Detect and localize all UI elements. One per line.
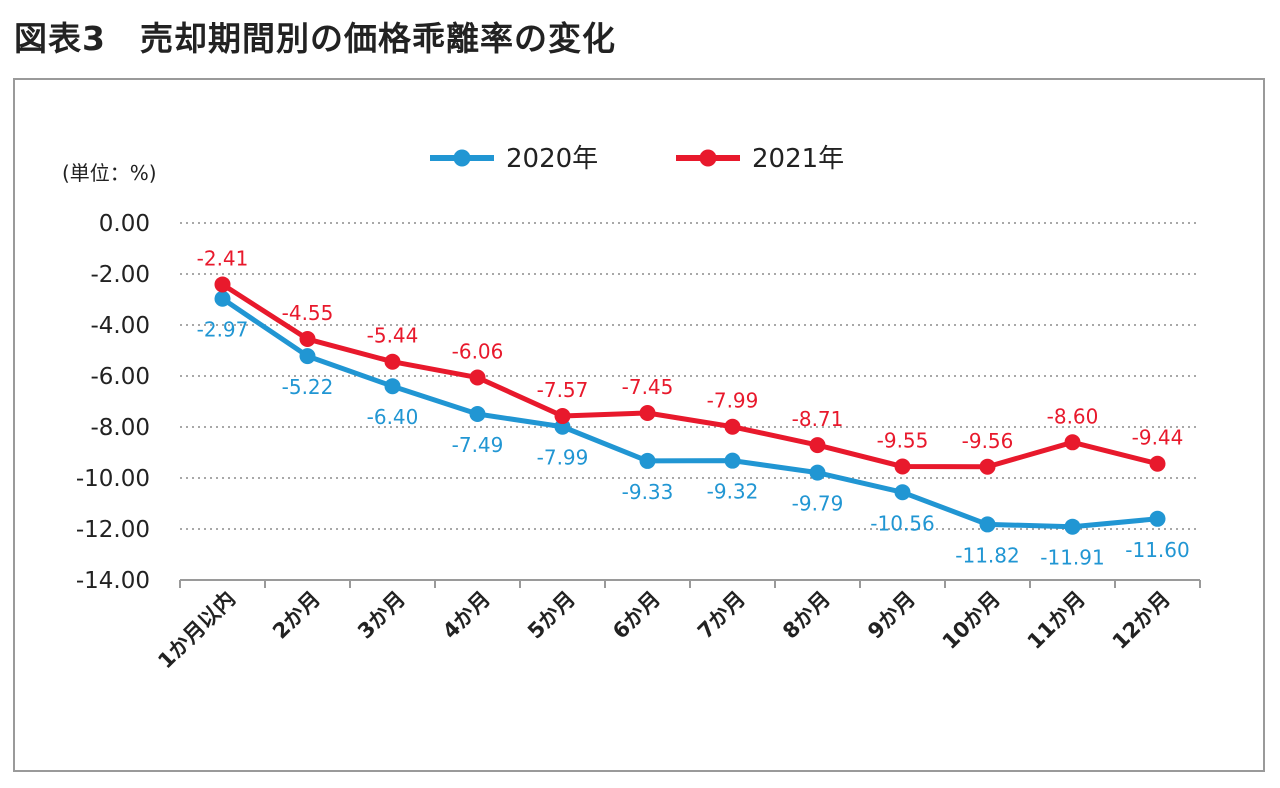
data-point	[214, 276, 231, 293]
data-point	[214, 290, 231, 307]
x-tick-label: 4か月	[438, 587, 495, 644]
data-label: -8.60	[1047, 404, 1099, 428]
y-tick-label: -14.00	[76, 568, 150, 594]
data-label: -8.71	[792, 407, 844, 431]
data-point	[1149, 510, 1166, 527]
data-label: -9.55	[877, 429, 929, 453]
y-tick-label: -10.00	[76, 466, 150, 492]
data-point	[894, 458, 911, 475]
data-point	[809, 464, 826, 481]
legend-marker	[453, 149, 471, 167]
data-point	[469, 405, 486, 422]
x-tick-label: 12か月	[1108, 587, 1175, 654]
data-label: -9.33	[622, 480, 674, 504]
data-point	[299, 348, 316, 365]
data-point	[639, 404, 656, 421]
data-point	[979, 458, 996, 475]
data-point	[1064, 518, 1081, 535]
x-tick-label: 9か月	[863, 587, 920, 644]
data-point	[724, 418, 741, 435]
legend-marker	[699, 149, 717, 167]
data-point	[724, 452, 741, 469]
legend-entry: 2020年	[506, 144, 598, 174]
data-point	[1149, 455, 1166, 472]
data-point	[469, 369, 486, 386]
data-label: -5.22	[282, 375, 334, 399]
data-point	[639, 452, 656, 469]
series-line-2020年	[220, 296, 1160, 530]
y-tick-label: 0.00	[99, 211, 150, 237]
data-label: -9.44	[1132, 426, 1184, 450]
data-label: -9.56	[962, 429, 1014, 453]
data-point	[809, 437, 826, 454]
x-axis: 1か月以内 2か月 3か月 4か月 5か月 6か月 7か月 8か月 9か月 10か月 11か月 12か…	[153, 579, 1201, 674]
figure-title: 図表3 売却期間別の価格乖離率の変化	[14, 19, 616, 58]
data-point	[894, 484, 911, 501]
data-point	[299, 331, 316, 348]
y-tick-label: -4.00	[90, 313, 150, 339]
data-label: -9.32	[707, 480, 759, 504]
x-tick-label: 1か月以内	[153, 587, 240, 674]
series-group	[214, 276, 1166, 535]
data-label: -11.60	[1125, 538, 1189, 562]
data-label: -7.49	[452, 433, 504, 457]
y-tick-label: -2.00	[90, 262, 150, 288]
data-label: -7.99	[707, 389, 759, 413]
x-tick-label: 7か月	[693, 587, 750, 644]
data-point	[384, 353, 401, 370]
x-tick-label: 2か月	[268, 587, 325, 644]
y-tick-label: -12.00	[76, 517, 150, 543]
data-label: -9.79	[792, 492, 844, 516]
data-label: -7.99	[537, 446, 589, 470]
data-label: -5.44	[367, 324, 419, 348]
y-tick-label: -8.00	[90, 415, 150, 441]
data-label: -7.45	[622, 375, 674, 399]
data-label: -11.82	[955, 543, 1019, 567]
data-labels: -2.97 -5.22 -6.40 -7.49 -7.99 -9.33 -9.32 -9.79…	[197, 246, 1190, 569]
data-point	[554, 408, 571, 425]
x-tick-label: 3か月	[353, 587, 410, 644]
x-tick-label: 8か月	[778, 587, 835, 644]
y-tick-label: -6.00	[90, 364, 150, 390]
x-tick-label: 5か月	[523, 587, 580, 644]
legend-entry: 2021年	[752, 144, 844, 174]
data-label: -6.40	[367, 405, 419, 429]
y-axis-ticks: 0.00 -2.00 -4.00 -6.00 -8.00 -10.00 -12.00 -14.…	[76, 211, 150, 594]
grid-lines	[180, 222, 1200, 530]
legend: 2020年 2021年	[430, 144, 844, 174]
data-label: -11.91	[1040, 546, 1104, 570]
data-point	[1064, 434, 1081, 451]
data-point	[979, 516, 996, 533]
data-point	[384, 378, 401, 395]
data-label: -2.97	[197, 318, 249, 342]
data-label: -10.56	[870, 511, 934, 535]
x-tick-label: 6か月	[608, 587, 665, 644]
data-label: -6.06	[452, 340, 504, 364]
chart-frame	[13, 78, 1265, 772]
x-tick-label: 10か月	[938, 587, 1005, 654]
data-label: -2.41	[197, 246, 249, 270]
unit-label: (単位：%)	[62, 161, 157, 185]
data-label: -4.55	[282, 301, 334, 325]
data-label: -7.57	[537, 378, 589, 402]
x-tick-label: 11か月	[1023, 587, 1090, 654]
series-line-2021年	[220, 281, 1160, 470]
